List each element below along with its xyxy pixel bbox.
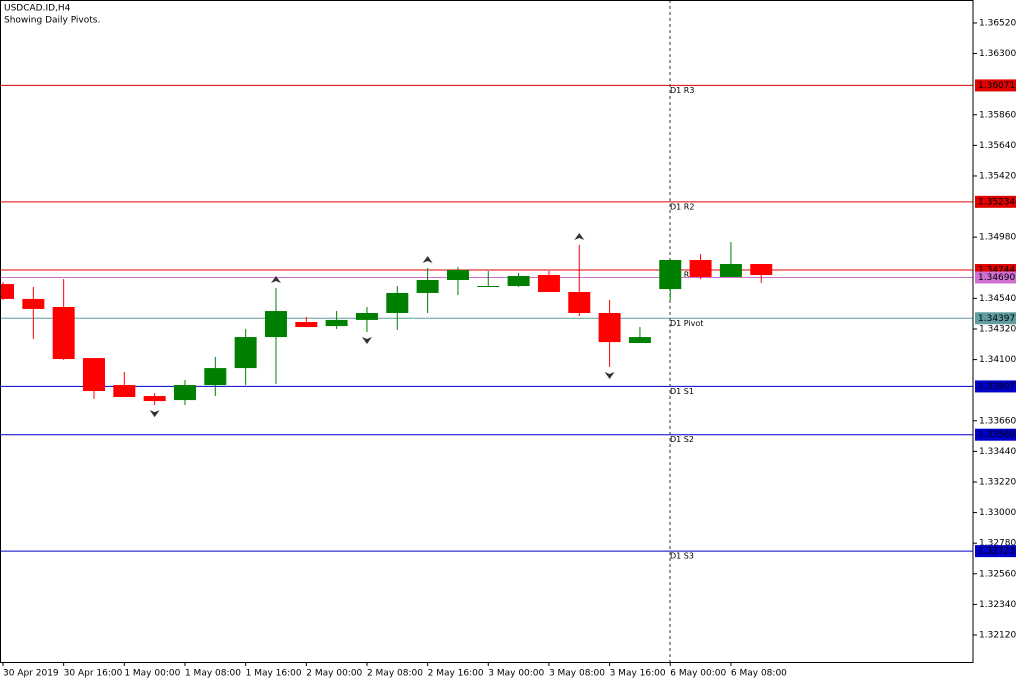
y-tick-label: 1.35420 [979,171,1016,181]
chart-title: USDCAD.ID,H4 [4,4,71,14]
level-price-box [975,428,1016,441]
x-tick-label: 6 May 08:00 [731,669,787,679]
level-price-label: 1.33907 [978,382,1015,392]
level-price-box [975,545,1016,558]
candle-body [689,259,712,277]
fractal-up [270,275,281,283]
candle-body [628,337,651,344]
y-tick-label: 1.34100 [979,355,1016,365]
y-tick-label: 1.35860 [979,110,1016,120]
level-price-label: 1.34690 [978,273,1015,283]
candle-body [22,298,45,309]
y-tick-label: 1.34320 [979,324,1016,334]
x-tick-label: 3 May 16:00 [610,669,666,679]
candle-body [750,264,773,276]
level-price-box [975,79,1016,92]
x-tick-label: 2 May 00:00 [306,669,362,679]
candle-body [82,358,105,392]
x-tick-label: 1 May 08:00 [185,669,241,679]
x-tick-label: 3 May 00:00 [488,669,544,679]
chart-subtitle: Showing Daily Pivots. [4,16,100,26]
candle-body [446,270,469,281]
level-name: D1 R1 [670,271,694,280]
y-tick-label: 1.36520 [979,18,1016,28]
candle-body [659,259,682,290]
candle-body [295,322,318,328]
y-tick-label: 1.34540 [979,294,1016,304]
candle-body [143,396,166,402]
candle-body [355,312,378,320]
y-tick-label: 1.33440 [979,447,1016,457]
level-price-box [975,312,1016,325]
candle-body [537,275,560,292]
level-name: D1 S3 [670,552,694,561]
y-tick-label: 1.33000 [979,508,1016,518]
candle-body [507,275,530,286]
x-tick-label: 3 May 08:00 [549,669,605,679]
y-tick-label: 1.32340 [979,600,1016,610]
x-tick-label: 30 Apr 16:00 [64,669,123,679]
fractal-down [361,337,372,345]
level-name: D1 Pivot [670,319,703,328]
candle-body [113,385,136,398]
level-name: D1 R2 [670,202,694,211]
candle-body [568,291,591,313]
candle-body [416,280,439,293]
fractal-down [149,410,160,418]
candle-body [477,285,500,287]
level-price-label: 1.33560 [978,430,1015,440]
x-tick-label: 1 May 16:00 [246,669,302,679]
x-tick-label: 2 May 08:00 [367,669,423,679]
x-tick-label: 1 May 00:00 [124,669,180,679]
level-price-label: 1.32723 [978,547,1015,557]
y-tick-label: 1.32560 [979,569,1016,579]
fractal-down [604,371,615,379]
candle-body [719,264,742,277]
candles [0,232,773,418]
fractal-up [574,232,585,240]
x-tick-label: 2 May 16:00 [428,669,484,679]
x-tick-label: 6 May 00:00 [670,669,726,679]
level-price-box [975,380,1016,393]
plot-border [0,0,974,663]
pivot-levels: D1 R3 D1 R2 D1 R1 D1 Pivot D1 S1 D1 S2 D1 S3 [0,84,973,561]
level-price-label: 1.36071 [978,81,1015,91]
y-tick-label: 1.32120 [979,631,1016,641]
fractal-up [422,256,433,264]
candle-body [234,337,257,369]
y-tick-label: 1.32780 [979,539,1016,549]
level-price-label: 1.34744 [978,266,1015,276]
level-name: D1 S2 [670,435,694,444]
candle-body [598,312,621,343]
y-tick-label: 1.36300 [979,49,1016,59]
level-price-box [975,195,1016,208]
candle-body [173,385,196,401]
y-tick-label: 1.33220 [979,477,1016,487]
axes: 1.36520 1.36300 1.35860 1.35640 1.35420 1.349… [2,18,1016,679]
candle-body [264,311,287,338]
y-tick-label: 1.33660 [979,416,1016,426]
candle-body [0,284,14,299]
level-name: D1 S1 [670,387,694,396]
level-price-box [975,271,1016,284]
candle-body [386,292,409,313]
candle-body [325,319,348,327]
level-price-label: 1.34397 [978,314,1015,324]
y-tick-label: 1.35640 [979,141,1016,151]
candle-body [52,307,75,360]
y-tick-label: 1.34980 [979,233,1016,243]
x-tick-label: 30 Apr 2019 [3,669,59,679]
level-name: D1 R3 [670,86,694,95]
level-price-label: 1.35234 [978,197,1015,207]
candle-body [204,368,227,386]
